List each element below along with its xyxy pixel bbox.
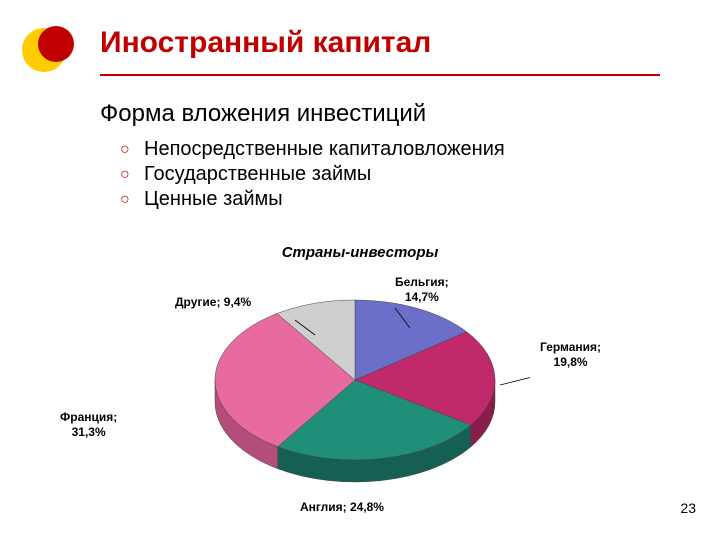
title-underline [100,74,660,76]
bullet-item: Ценные займы [120,188,505,211]
slide-title: Иностранный капитал [100,26,431,60]
slice-label-france: Франция; 31,3% [60,410,117,440]
slice-label-england: Англия; 24,8% [300,500,384,515]
slice-label-others: Другие; 9,4% [175,295,251,310]
slice-label-germany: Германия; 19,8% [540,340,601,370]
slide-subtitle: Форма вложения инвестиций [100,100,426,128]
bullet-item: Непосредственные капиталовложения [120,138,505,161]
corner-decoration [20,20,80,80]
bullet-list: Непосредственные капиталовложения Госуда… [120,136,505,213]
chart-title: Страны-инвесторы [0,244,720,261]
slice-label-belgium: Бельгия; 14,7% [395,275,449,305]
page-number: 23 [680,500,696,516]
bullet-item: Государственные займы [120,163,505,186]
